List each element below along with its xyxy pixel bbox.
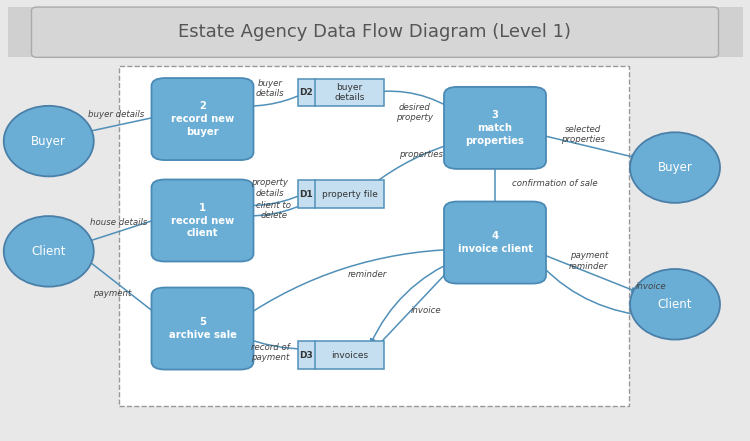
Text: payment
reminder: payment reminder xyxy=(569,251,608,271)
Text: Estate Agency Data Flow Diagram (Level 1): Estate Agency Data Flow Diagram (Level 1… xyxy=(178,23,572,41)
FancyArrowPatch shape xyxy=(240,191,310,206)
Text: D3: D3 xyxy=(299,351,314,359)
FancyArrowPatch shape xyxy=(239,336,309,351)
FancyArrowPatch shape xyxy=(88,217,162,242)
Text: D1: D1 xyxy=(299,190,314,198)
Ellipse shape xyxy=(630,132,720,203)
Text: Buyer: Buyer xyxy=(32,135,66,148)
Text: confirmation of sale: confirmation of sale xyxy=(512,179,598,188)
Text: invoice: invoice xyxy=(636,282,666,291)
FancyArrowPatch shape xyxy=(372,91,457,112)
Text: invoice: invoice xyxy=(411,306,441,315)
Text: client to
delete: client to delete xyxy=(256,201,291,220)
Text: Buyer: Buyer xyxy=(658,161,692,174)
FancyArrowPatch shape xyxy=(493,153,497,214)
FancyArrowPatch shape xyxy=(532,255,638,315)
Text: property file: property file xyxy=(322,190,377,198)
Ellipse shape xyxy=(630,269,720,340)
FancyArrowPatch shape xyxy=(373,142,458,185)
FancyBboxPatch shape xyxy=(118,66,628,406)
Bar xyxy=(298,341,384,369)
FancyArrowPatch shape xyxy=(87,260,163,319)
FancyBboxPatch shape xyxy=(444,202,546,284)
Text: buyer
details: buyer details xyxy=(256,78,284,98)
FancyArrowPatch shape xyxy=(241,249,458,319)
FancyArrowPatch shape xyxy=(532,250,636,292)
FancyArrowPatch shape xyxy=(371,261,458,353)
FancyArrowPatch shape xyxy=(532,133,636,159)
Text: house details: house details xyxy=(90,218,147,227)
Text: desired
property: desired property xyxy=(396,103,433,122)
Text: 1
record new
client: 1 record new client xyxy=(171,203,234,238)
Text: buyer details: buyer details xyxy=(88,110,144,119)
Ellipse shape xyxy=(4,216,94,287)
Text: 3
match
properties: 3 match properties xyxy=(466,110,524,146)
Text: 2
record new
buyer: 2 record new buyer xyxy=(171,101,234,137)
FancyBboxPatch shape xyxy=(152,179,254,262)
FancyArrowPatch shape xyxy=(240,90,310,106)
FancyBboxPatch shape xyxy=(444,87,546,169)
FancyBboxPatch shape xyxy=(152,78,254,160)
FancyArrowPatch shape xyxy=(88,114,162,132)
Text: record of
payment: record of payment xyxy=(251,343,290,363)
Text: D2: D2 xyxy=(299,88,314,97)
Text: Client: Client xyxy=(32,245,66,258)
Text: payment: payment xyxy=(93,289,132,298)
Bar xyxy=(298,180,384,208)
Text: properties: properties xyxy=(400,150,443,159)
Text: buyer
details: buyer details xyxy=(334,83,364,102)
Text: invoices: invoices xyxy=(331,351,368,359)
Text: 4
invoice client: 4 invoice client xyxy=(458,231,532,254)
FancyBboxPatch shape xyxy=(32,7,718,57)
FancyBboxPatch shape xyxy=(8,7,742,57)
Text: selected
properties: selected properties xyxy=(562,125,605,144)
Ellipse shape xyxy=(4,106,94,176)
Text: Client: Client xyxy=(658,298,692,311)
FancyArrowPatch shape xyxy=(370,259,458,344)
Bar xyxy=(298,79,384,106)
FancyBboxPatch shape xyxy=(152,288,254,370)
FancyArrowPatch shape xyxy=(242,201,311,218)
Text: 5
archive sale: 5 archive sale xyxy=(169,317,236,340)
Text: property
details: property details xyxy=(251,178,289,198)
Text: reminder: reminder xyxy=(348,270,387,279)
